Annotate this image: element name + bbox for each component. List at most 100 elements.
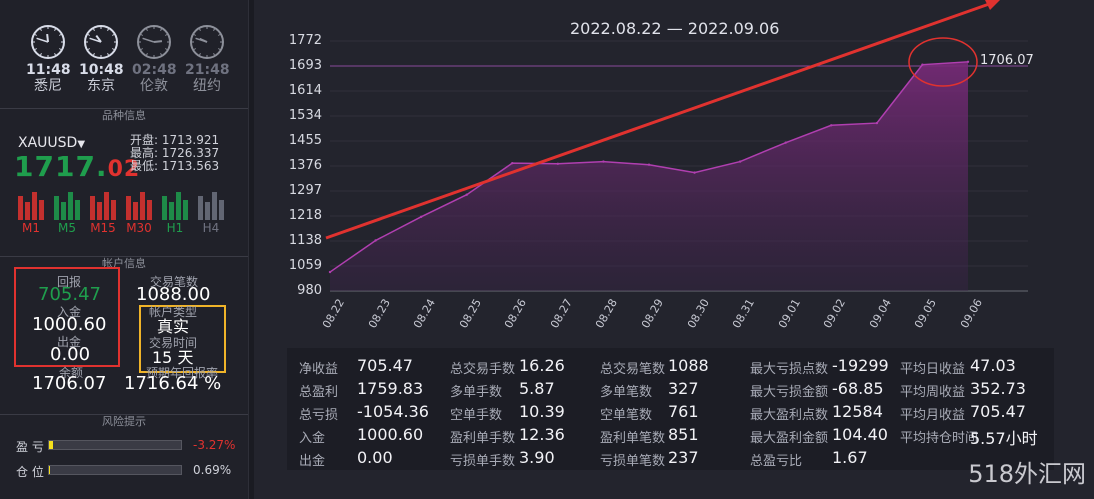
data-point — [419, 215, 423, 219]
account-type-label: 帐户类型 — [149, 305, 198, 319]
chart-title: 2022.08.22 — 2022.09.06 — [570, 19, 780, 38]
stat-label: 最大盈利点数 — [750, 408, 829, 423]
stat-label: 盈利单手数 — [450, 431, 516, 446]
open-value: 1713.921 — [161, 133, 220, 147]
withdraw-value: 0.00 — [50, 344, 91, 365]
clock-face-icon — [137, 25, 171, 59]
stat-value: 12.36 — [519, 425, 565, 444]
stat-value: 851 — [668, 425, 699, 444]
stat-label: 入金 — [299, 431, 326, 446]
highlight-box-red — [14, 267, 120, 367]
stat-value: 705.47 — [970, 402, 1026, 421]
deposit-value: 1000.60 — [32, 314, 107, 335]
stat-value: 5.87 — [519, 379, 555, 398]
stat-label: 净收益 — [299, 362, 339, 377]
timeframe-h4[interactable]: H4 — [196, 192, 226, 235]
risk-position-label: 仓 位 — [16, 465, 44, 479]
left-panel: 11:48 悉尼 10:48 东京 02:48 伦敦 21:48 纽约 品种信息 XAUUSD… — [0, 0, 249, 499]
data-point — [875, 121, 879, 125]
clock-3: 21:48 纽约 — [185, 24, 230, 94]
section-title-risk: 风险提示 — [0, 414, 248, 429]
stat-value: 5.57小时 — [970, 429, 1038, 448]
stat-label: 盈利单笔数 — [600, 431, 666, 446]
stat-label: 平均周收益 — [900, 385, 966, 400]
trade-time-value: 15 天 — [152, 348, 194, 367]
deposit-label: 入金 — [57, 305, 82, 319]
stat-label: 最大盈利金额 — [750, 431, 829, 446]
risk-position-bar — [48, 465, 182, 475]
stat-label: 亏损单手数 — [450, 454, 516, 469]
withdraw-label: 出金 — [57, 335, 82, 349]
y-tick-label: 1059 — [288, 258, 322, 273]
stat-value: 104.40 — [832, 425, 888, 444]
y-tick-label: 1138 — [288, 233, 322, 248]
symbol-name: XAUUSD — [18, 135, 78, 151]
risk-profit-label: 盈 亏 — [16, 440, 44, 454]
stat-label: 总盈亏比 — [750, 454, 803, 469]
stat-value: -19299 — [832, 356, 889, 375]
clock-time: 10:48 — [79, 62, 124, 78]
account-type-value: 真实 — [157, 317, 190, 336]
data-point — [465, 193, 468, 196]
clock-city: 东京 — [87, 78, 115, 94]
symbol-selector[interactable]: XAUUSD▼ — [18, 135, 85, 151]
timeframe-m1[interactable]: M1 — [16, 192, 46, 235]
timeframe-m30[interactable]: M30 — [124, 192, 154, 235]
risk-position-fill — [49, 466, 50, 474]
timeframe-label: M30 — [126, 221, 152, 235]
data-point — [602, 160, 605, 163]
stat-label: 平均日收益 — [900, 362, 966, 377]
high-value: 1726.337 — [161, 146, 220, 160]
y-tick-label: 1693 — [288, 58, 322, 73]
stat-value: 327 — [668, 379, 699, 398]
timeframe-m5[interactable]: M5 — [52, 192, 82, 235]
price-tail: 02 — [107, 157, 141, 182]
stat-label: 平均持仓时间 — [900, 431, 979, 446]
return-value: 705.47 — [38, 284, 101, 305]
price-main: 1717. — [14, 150, 108, 183]
stat-label: 平均月收益 — [900, 408, 966, 423]
stat-label: 多单手数 — [450, 385, 503, 400]
stat-value: 705.47 — [357, 356, 413, 375]
stat-value: 1.67 — [832, 448, 868, 467]
signal-bars-icon — [16, 192, 46, 220]
clock-face-icon — [190, 25, 224, 59]
stat-value: 237 — [668, 448, 699, 467]
timeframe-m15[interactable]: M15 — [88, 192, 118, 235]
highlight-box-yellow — [139, 305, 226, 373]
data-point — [374, 239, 377, 242]
y-tick-label: 1772 — [288, 33, 322, 48]
stat-value: 12584 — [832, 402, 883, 421]
clock-2: 02:48 伦敦 — [132, 24, 177, 94]
last-value-label: 1706.07 — [980, 52, 1034, 68]
risk-profit-fill — [49, 441, 53, 449]
low-value: 1713.563 — [161, 159, 220, 173]
stat-label: 最大亏损金额 — [750, 385, 829, 400]
stat-label: 多单笔数 — [600, 385, 653, 400]
stat-label: 出金 — [299, 454, 326, 469]
clock-0: 11:48 悉尼 — [26, 24, 71, 94]
stat-value: 10.39 — [519, 402, 565, 421]
y-tick-label: 1455 — [288, 133, 322, 148]
data-point — [966, 60, 970, 64]
timeframe-h1[interactable]: H1 — [160, 192, 190, 235]
data-point — [693, 171, 696, 174]
current-price: 1717.02 — [14, 150, 140, 183]
timeframe-label: H1 — [166, 221, 184, 235]
y-tick-label: 1376 — [288, 158, 322, 173]
balance-label: 余额 — [59, 366, 84, 380]
clock-face-icon — [84, 25, 118, 59]
section-title-product: 品种信息 — [0, 108, 248, 123]
arrow-head-icon — [985, 0, 1000, 10]
high-label: 最高: — [130, 146, 159, 160]
trades-value: 1088.00 — [136, 284, 211, 305]
stat-label: 最大亏损点数 — [750, 362, 829, 377]
ohl-box: 开盘: 1713.921 最高: 1726.337 最低: 1713.563 — [130, 134, 219, 173]
risk-profit-bar — [48, 440, 182, 450]
stat-value: 3.90 — [519, 448, 555, 467]
trade-time-label: 交易时间 — [149, 336, 198, 350]
clock-1: 10:48 东京 — [79, 24, 124, 94]
clock-time: 21:48 — [185, 62, 230, 78]
y-tick-label: 1218 — [288, 208, 322, 223]
timeframe-label: H4 — [202, 221, 220, 235]
